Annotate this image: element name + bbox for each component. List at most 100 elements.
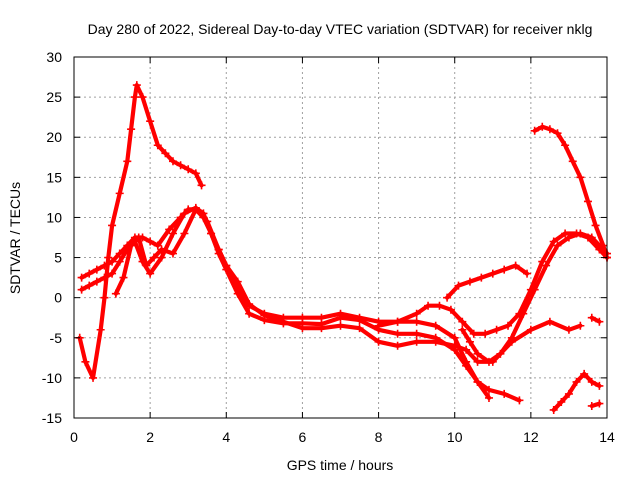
data-point <box>146 269 155 278</box>
x-tick-label: 8 <box>375 429 383 445</box>
data-point <box>500 265 509 274</box>
data-point <box>77 285 86 294</box>
data-point <box>553 129 562 138</box>
x-tick-label: 12 <box>523 429 539 445</box>
data-point <box>153 241 162 250</box>
data-point <box>96 325 105 334</box>
data-point <box>412 309 421 318</box>
y-tick-label: -10 <box>42 370 62 386</box>
data-point <box>488 269 497 278</box>
data-point <box>153 141 162 150</box>
data-point <box>393 317 402 326</box>
data-point <box>507 333 516 342</box>
data-point <box>561 141 570 150</box>
data-point <box>473 377 482 386</box>
data-point <box>504 321 513 330</box>
data-point <box>203 217 212 226</box>
y-tick-label: 5 <box>54 250 62 266</box>
data-point <box>549 237 558 246</box>
data-point <box>484 393 493 402</box>
data-point <box>168 157 177 166</box>
data-point <box>89 373 98 382</box>
data-point <box>115 189 124 198</box>
data-point <box>523 269 532 278</box>
data-point <box>92 265 101 274</box>
data-point <box>462 345 471 354</box>
data-point <box>104 253 113 262</box>
data-point <box>132 81 141 90</box>
data-point <box>576 229 585 238</box>
data-point <box>123 157 132 166</box>
data-point <box>431 337 440 346</box>
series-arc-rise-b <box>458 229 611 366</box>
data-point <box>92 277 101 286</box>
data-point <box>233 277 242 286</box>
data-point <box>355 324 364 333</box>
series-arc-tail <box>549 369 604 414</box>
x-tick-label: 14 <box>599 429 615 445</box>
data-point <box>134 233 143 242</box>
data-point <box>450 333 459 342</box>
data-point <box>245 309 254 318</box>
data-point <box>473 357 482 366</box>
data-point <box>222 261 231 270</box>
data-point <box>443 293 452 302</box>
series-group <box>75 81 611 414</box>
data-point <box>561 229 570 238</box>
data-point <box>484 357 493 366</box>
data-point <box>260 311 269 320</box>
y-tick-label: 15 <box>46 169 62 185</box>
data-point <box>568 157 577 166</box>
y-tick-label: 0 <box>54 290 62 306</box>
series-arc-tail-c <box>587 313 604 326</box>
data-point <box>146 117 155 126</box>
data-point <box>564 233 573 242</box>
data-point <box>197 181 206 190</box>
data-point <box>496 349 505 358</box>
axis-ticks <box>73 56 608 419</box>
data-point <box>587 313 596 322</box>
data-point <box>374 337 383 346</box>
grid <box>74 57 607 418</box>
data-point <box>511 261 520 270</box>
data-point <box>465 337 474 346</box>
data-point <box>149 253 158 262</box>
data-point <box>146 237 155 246</box>
data-point <box>454 281 463 290</box>
data-point <box>100 273 109 282</box>
data-point <box>462 361 471 370</box>
data-point <box>298 324 307 333</box>
data-point <box>336 321 345 330</box>
data-point <box>469 329 478 338</box>
data-point <box>473 349 482 358</box>
series-path <box>79 205 522 403</box>
x-tick-label: 0 <box>70 429 78 445</box>
data-point <box>542 261 551 270</box>
data-point <box>108 257 117 266</box>
data-point <box>180 229 189 238</box>
data-point <box>595 399 604 408</box>
data-point <box>530 126 539 135</box>
y-tick-label: -5 <box>50 330 63 346</box>
y-axis-label: SDTVAR / TECUs <box>7 182 23 294</box>
data-point <box>484 385 493 394</box>
series-arc-main-c <box>111 205 585 366</box>
data-point <box>157 245 166 254</box>
x-tick-label: 10 <box>447 429 463 445</box>
data-point <box>595 381 604 390</box>
data-point <box>119 273 128 282</box>
data-point <box>538 257 547 266</box>
y-tick-label: 25 <box>46 89 62 105</box>
data-point <box>176 161 185 170</box>
data-point <box>492 325 501 334</box>
data-point <box>317 324 326 333</box>
data-point <box>161 149 170 158</box>
chart-title: Day 280 of 2022, Sidereal Day-to-day VTE… <box>88 21 593 37</box>
data-point <box>374 321 383 330</box>
data-point <box>77 273 86 282</box>
data-point <box>477 273 486 282</box>
y-tick-label: -15 <box>42 410 62 426</box>
data-point <box>576 173 585 182</box>
series-arc-rise-c <box>443 261 532 302</box>
